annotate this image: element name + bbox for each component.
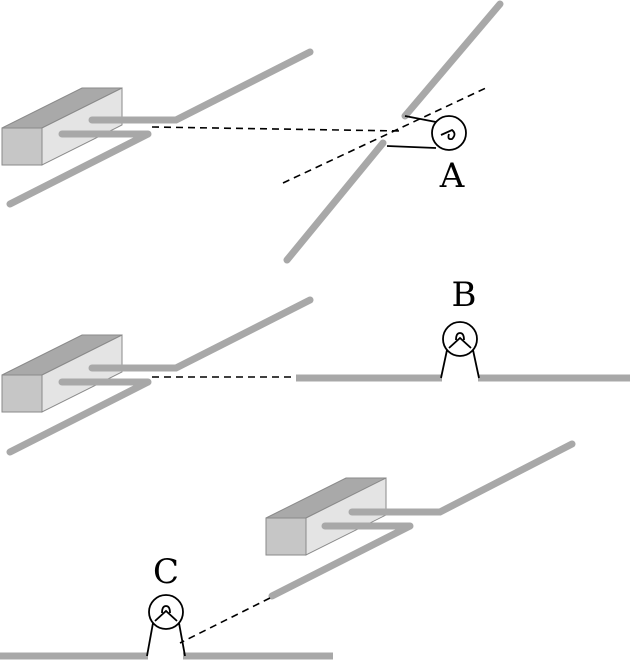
box-a <box>1 87 123 166</box>
label-b: B <box>452 275 477 315</box>
device-c <box>146 594 186 657</box>
device-b <box>440 321 480 379</box>
crossing-rail-a <box>283 0 504 264</box>
dashed-line-c <box>179 597 271 644</box>
box-b <box>1 334 123 413</box>
dashed-lines-a <box>151 86 489 184</box>
panel-b: B <box>1 275 630 456</box>
label-c: C <box>153 552 179 592</box>
box-c <box>265 477 387 556</box>
panel-a: A <box>1 0 504 264</box>
label-a: A <box>439 156 465 196</box>
panel-c: C <box>0 440 576 660</box>
device-a <box>386 115 467 151</box>
